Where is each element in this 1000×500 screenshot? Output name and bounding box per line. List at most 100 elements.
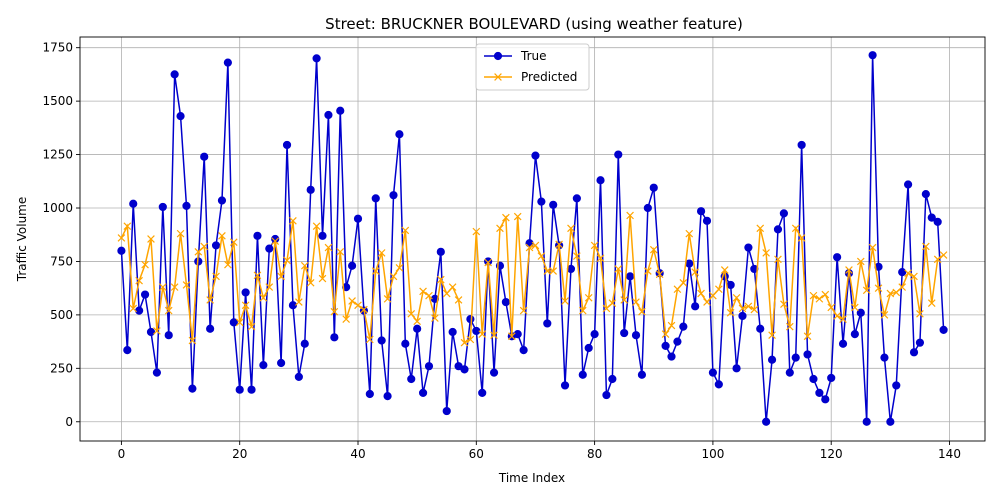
true-point	[353, 214, 363, 223]
predicted-point	[289, 217, 297, 225]
predicted-point	[632, 298, 640, 306]
true-point	[135, 306, 144, 315]
true-point	[578, 370, 587, 379]
true-point	[176, 111, 185, 121]
predicted-point	[123, 222, 132, 230]
predicted-point	[638, 307, 646, 316]
predicted-point	[596, 254, 605, 263]
predicted-point	[797, 234, 806, 242]
predicted-point	[839, 315, 847, 323]
predicted-point	[407, 309, 416, 318]
predicted-point	[360, 305, 368, 314]
predicted-point	[833, 312, 841, 320]
predicted-point	[750, 305, 759, 314]
predicted-point	[454, 296, 463, 304]
true-point	[661, 341, 670, 350]
true-point	[442, 406, 451, 416]
true-point	[815, 388, 824, 398]
predicted-point	[466, 335, 475, 344]
predicted-point	[685, 229, 694, 238]
x-tick-label: 40	[350, 447, 365, 461]
legend-item-true: True	[484, 49, 547, 63]
predicted-point	[283, 256, 291, 265]
predicted-point	[620, 296, 629, 304]
true-point	[265, 244, 274, 253]
predicted-point	[229, 238, 238, 247]
predicted-point	[153, 327, 161, 335]
predicted-point	[916, 309, 924, 318]
true-point	[330, 333, 339, 342]
true-point	[413, 324, 422, 333]
predicted-point	[862, 286, 871, 295]
true-point	[549, 200, 558, 209]
true-point	[342, 282, 351, 292]
legend-item-predicted: Predicted	[484, 70, 577, 84]
true-point	[625, 272, 635, 281]
predicted-point	[845, 266, 853, 274]
true-point	[702, 216, 712, 225]
predicted-point	[448, 283, 457, 291]
predicted-point	[507, 332, 516, 341]
predicted-point	[395, 264, 404, 272]
predicted-point	[649, 245, 658, 254]
true-point	[791, 353, 800, 362]
true-point	[821, 395, 830, 404]
predicted-point	[709, 291, 717, 300]
x-tick-label: 80	[587, 447, 602, 461]
predicted-point	[300, 261, 309, 270]
true-point	[519, 346, 528, 355]
predicted-point	[567, 224, 575, 233]
true-point	[436, 247, 445, 256]
predicted-point	[419, 287, 427, 296]
predicted-point	[472, 227, 481, 236]
predicted-point	[147, 235, 155, 243]
predicted-point	[703, 298, 711, 306]
predicted-point	[827, 303, 836, 312]
true-point	[880, 353, 889, 362]
predicted-point	[188, 336, 197, 345]
predicted-point	[803, 332, 812, 341]
true-point	[377, 336, 386, 345]
predicted-point	[874, 284, 883, 292]
true-point	[282, 140, 292, 150]
true-point	[744, 243, 753, 252]
predicted-point	[496, 224, 504, 233]
predicted-point	[366, 335, 374, 344]
true-point	[738, 311, 747, 321]
true-point	[472, 326, 481, 336]
predicted-point	[200, 242, 209, 251]
predicted-point	[549, 267, 558, 275]
true-point	[306, 185, 315, 194]
true-point	[886, 417, 895, 426]
y-axis-label: Traffic Volume	[15, 197, 29, 283]
predicted-point	[484, 258, 492, 267]
true-point	[336, 106, 345, 115]
predicted-point	[578, 306, 587, 315]
true-point	[229, 318, 238, 327]
predicted-point	[555, 240, 563, 249]
true-point	[620, 328, 629, 338]
true-point	[803, 350, 812, 359]
predicted-point	[927, 299, 936, 307]
predicted-point	[306, 278, 315, 287]
true-point	[714, 380, 723, 389]
predicted-point	[774, 255, 782, 264]
true-point	[862, 417, 871, 426]
true-point	[152, 368, 161, 377]
legend-label: True	[520, 49, 547, 63]
true-point	[584, 343, 593, 353]
true-point	[785, 368, 794, 377]
true-point	[407, 374, 416, 384]
true-point	[247, 385, 256, 394]
predicted-point	[679, 278, 688, 287]
predicted-point	[673, 285, 682, 294]
predicted-point	[868, 243, 877, 252]
x-tick-label: 20	[232, 447, 247, 461]
true-point	[756, 324, 765, 333]
true-point	[691, 302, 700, 311]
legend-marker	[494, 73, 502, 81]
predicted-point	[253, 271, 262, 280]
true-point	[827, 373, 836, 383]
true-point	[117, 246, 126, 255]
